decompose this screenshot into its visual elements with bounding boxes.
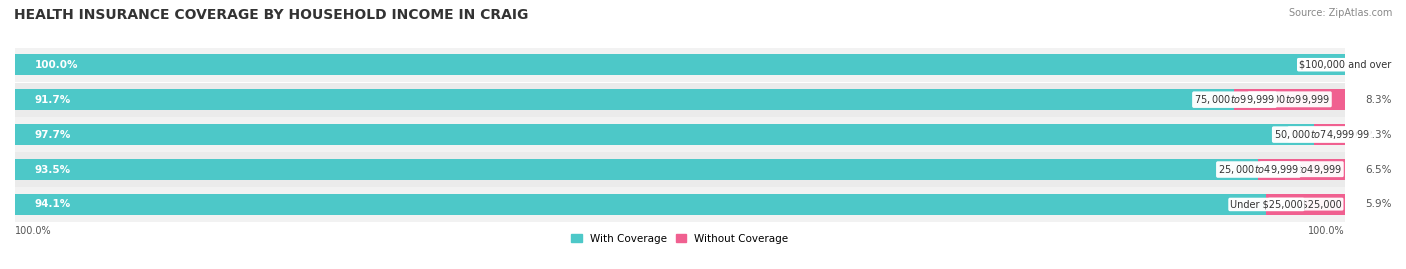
Text: 100.0%: 100.0% [1308, 226, 1346, 236]
Bar [15, 153, 1346, 187]
Bar [15, 83, 1346, 117]
Text: $25,000 to $49,999: $25,000 to $49,999 [1218, 163, 1299, 176]
Text: $100,000 and over: $100,000 and over [1299, 60, 1391, 70]
Text: Under $25,000: Under $25,000 [1230, 199, 1303, 210]
Text: 2.3%: 2.3% [1365, 130, 1392, 140]
Bar [15, 187, 1346, 222]
Text: 0.0%: 0.0% [1365, 60, 1391, 70]
Bar [15, 118, 1346, 152]
Bar [15, 54, 1346, 75]
Bar [15, 89, 1234, 110]
Text: 93.5%: 93.5% [35, 165, 72, 175]
Text: $50,000 to $74,999: $50,000 to $74,999 [1289, 128, 1371, 141]
Text: 8.3%: 8.3% [1365, 95, 1392, 105]
Bar [1315, 124, 1346, 145]
Text: HEALTH INSURANCE COVERAGE BY HOUSEHOLD INCOME IN CRAIG: HEALTH INSURANCE COVERAGE BY HOUSEHOLD I… [14, 8, 529, 22]
Text: $75,000 to $99,999: $75,000 to $99,999 [1194, 93, 1275, 106]
Bar [1267, 194, 1346, 215]
Text: 94.1%: 94.1% [35, 199, 72, 210]
Bar [15, 159, 1258, 180]
Bar [15, 194, 1267, 215]
Legend: With Coverage, Without Coverage: With Coverage, Without Coverage [567, 230, 793, 248]
Text: 100.0%: 100.0% [35, 60, 79, 70]
Text: 6.5%: 6.5% [1365, 165, 1392, 175]
Bar [15, 124, 1315, 145]
Text: Under $25,000: Under $25,000 [1270, 199, 1341, 209]
Bar [15, 48, 1346, 82]
Text: 97.7%: 97.7% [35, 130, 72, 140]
Text: $75,000 to $99,999: $75,000 to $99,999 [1249, 93, 1330, 106]
Text: 5.9%: 5.9% [1365, 199, 1392, 210]
Text: 91.7%: 91.7% [35, 95, 72, 105]
Text: $50,000 to $74,999: $50,000 to $74,999 [1274, 128, 1355, 141]
Text: $100,000 and over: $100,000 and over [1299, 59, 1391, 69]
Bar [1234, 89, 1346, 110]
Text: 100.0%: 100.0% [15, 226, 52, 236]
Text: Source: ZipAtlas.com: Source: ZipAtlas.com [1288, 8, 1392, 18]
Bar [1258, 159, 1346, 180]
Text: $25,000 to $49,999: $25,000 to $49,999 [1261, 163, 1343, 176]
